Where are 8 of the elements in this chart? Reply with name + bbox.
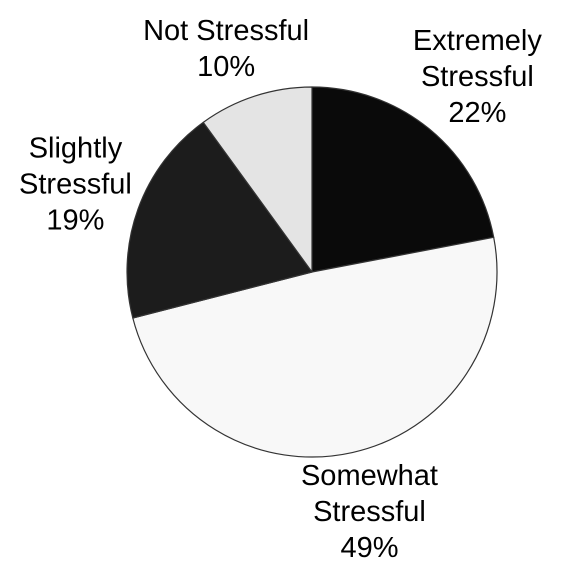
data-label: 10% bbox=[197, 51, 256, 84]
slice-label: Slightly Stressful bbox=[19, 132, 132, 200]
slice-label: Somewhat Stressful bbox=[300, 460, 438, 528]
data-label: 22% bbox=[448, 96, 506, 129]
data-label: 19% bbox=[46, 204, 104, 236]
data-label: 49% bbox=[340, 532, 399, 564]
slice-label: Extremely Stressful bbox=[412, 24, 542, 93]
slice-label: Not Stressful bbox=[143, 15, 310, 48]
